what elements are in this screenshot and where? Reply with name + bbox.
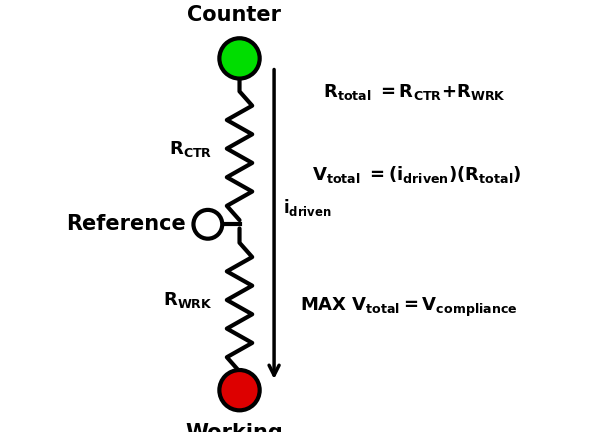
Text: $\mathbf{i}_{\mathbf{driven}}$: $\mathbf{i}_{\mathbf{driven}}$ xyxy=(283,197,332,218)
Text: Working: Working xyxy=(185,423,283,432)
Text: $\mathbf{R}_{\mathbf{CTR}}$: $\mathbf{R}_{\mathbf{CTR}}$ xyxy=(169,139,212,159)
Text: Reference: Reference xyxy=(67,214,186,234)
Text: Counter: Counter xyxy=(187,5,281,25)
Text: $\mathbf{R}_{\mathbf{total}}\ \mathbf{= R}_{\mathbf{CTR}}\mathbf{+ R}_{\mathbf{W: $\mathbf{R}_{\mathbf{total}}\ \mathbf{= … xyxy=(323,82,506,102)
Text: $\mathbf{MAX\ V}_{\mathbf{total}}\mathbf{= V}_{\mathbf{compliance}}$: $\mathbf{MAX\ V}_{\mathbf{total}}\mathbf… xyxy=(300,295,518,319)
Ellipse shape xyxy=(220,370,260,410)
Ellipse shape xyxy=(193,210,222,239)
Text: $\mathbf{R}_{\mathbf{WRK}}$: $\mathbf{R}_{\mathbf{WRK}}$ xyxy=(163,290,212,310)
Ellipse shape xyxy=(220,38,260,79)
Text: $\mathbf{V}_{\mathbf{total}}\ \mathbf{= (i}_{\mathbf{driven}}\mathbf{)(R}_{\math: $\mathbf{V}_{\mathbf{total}}\ \mathbf{= … xyxy=(311,164,521,185)
